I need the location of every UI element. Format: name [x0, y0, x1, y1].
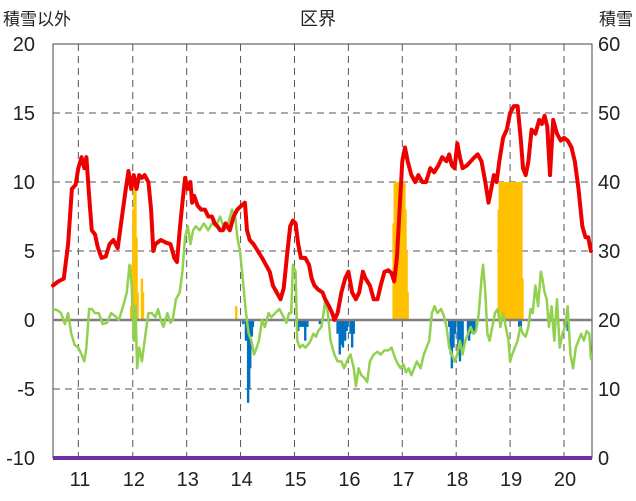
blue-bar-7	[297, 320, 300, 332]
blue-bar-12	[306, 320, 309, 327]
series-line-0	[51, 104, 593, 322]
blue-bar-19	[345, 320, 348, 332]
orange-bar-45	[520, 182, 523, 320]
y-right-tick-5: 10	[598, 379, 620, 401]
line-series	[51, 104, 593, 460]
x-tick-6: 17	[392, 469, 414, 491]
x-tick-5: 16	[338, 469, 360, 491]
blue-bar-28	[457, 320, 460, 355]
orange-bar-46	[521, 278, 524, 320]
series-line-1	[51, 208, 593, 388]
blue-bar-5	[250, 320, 254, 337]
blue-bar-21	[350, 320, 354, 348]
orange-bar-9	[235, 306, 238, 320]
x-tick-0: 11	[70, 469, 91, 491]
blue-bar-1	[244, 320, 248, 341]
x-tick-4: 15	[284, 469, 306, 491]
y-left-axis-title: 積雪以外	[3, 10, 71, 30]
y-left-tick-0: 20	[13, 34, 35, 56]
orange-bar-6	[136, 292, 139, 320]
y-left-tick-3: 5	[24, 241, 35, 263]
blue-bar-37	[473, 320, 476, 334]
blue-bar-39	[519, 320, 523, 332]
x-tick-9: 20	[554, 469, 576, 491]
blue-bar-17	[341, 320, 345, 348]
blue-bar-16	[340, 320, 343, 345]
y-left-tick-1: 15	[13, 103, 35, 125]
orange-bar-22	[405, 251, 408, 320]
x-tick-3: 14	[231, 469, 253, 491]
blue-bar-18	[343, 320, 347, 341]
bar-series	[129, 182, 569, 403]
y-left-tick-labels: 20 15 10 5 0 -5 -10	[6, 34, 35, 470]
x-tick-7: 18	[446, 469, 468, 491]
blue-bar-8	[298, 320, 302, 327]
blue-bar-35	[470, 320, 474, 332]
blue-bar-10	[302, 320, 305, 327]
y-right-axis-title: 積雪	[599, 10, 633, 30]
x-tick-2: 13	[177, 469, 199, 491]
y-right-tick-1: 50	[598, 103, 620, 125]
blue-bar-26	[452, 320, 455, 348]
y-right-tick-labels: 60 50 40 30 20 10 0	[598, 34, 620, 470]
y-left-tick-4: 0	[24, 310, 35, 332]
orange-bar-8	[141, 292, 145, 320]
orange-bar-5	[135, 237, 138, 320]
blue-bar-13	[318, 320, 322, 325]
blue-bar-11	[304, 320, 307, 341]
blue-bar-15	[338, 320, 341, 355]
blue-bar-22	[352, 320, 355, 334]
blue-bar-9	[300, 320, 304, 327]
y-right-tick-4: 20	[598, 310, 620, 332]
orange-bar-23	[406, 292, 409, 320]
y-right-tick-6: 0	[598, 448, 609, 470]
y-right-tick-2: 40	[598, 172, 620, 194]
y-left-tick-6: -10	[6, 448, 35, 470]
x-tick-1: 12	[123, 469, 145, 491]
chart-title: 区界	[300, 9, 336, 30]
blue-bar-14	[336, 320, 339, 334]
x-tick-labels: 11 12 13 14 15 16 17 18 19 20	[70, 469, 577, 491]
blue-bar-38	[518, 320, 521, 327]
blue-bar-4	[249, 320, 252, 369]
blue-bar-31	[461, 320, 464, 348]
blue-bar-20	[349, 320, 352, 334]
y-left-tick-5: -5	[17, 379, 35, 401]
blue-bar-27	[453, 320, 457, 334]
y-left-tick-2: 10	[13, 172, 35, 194]
blue-bar-0	[242, 320, 245, 325]
blue-bar-25	[450, 320, 454, 369]
blue-bar-6	[251, 320, 255, 327]
y-right-tick-3: 30	[598, 241, 620, 263]
blue-bar-23	[447, 320, 451, 327]
x-tick-8: 19	[500, 469, 522, 491]
y-right-tick-0: 60	[598, 34, 620, 56]
